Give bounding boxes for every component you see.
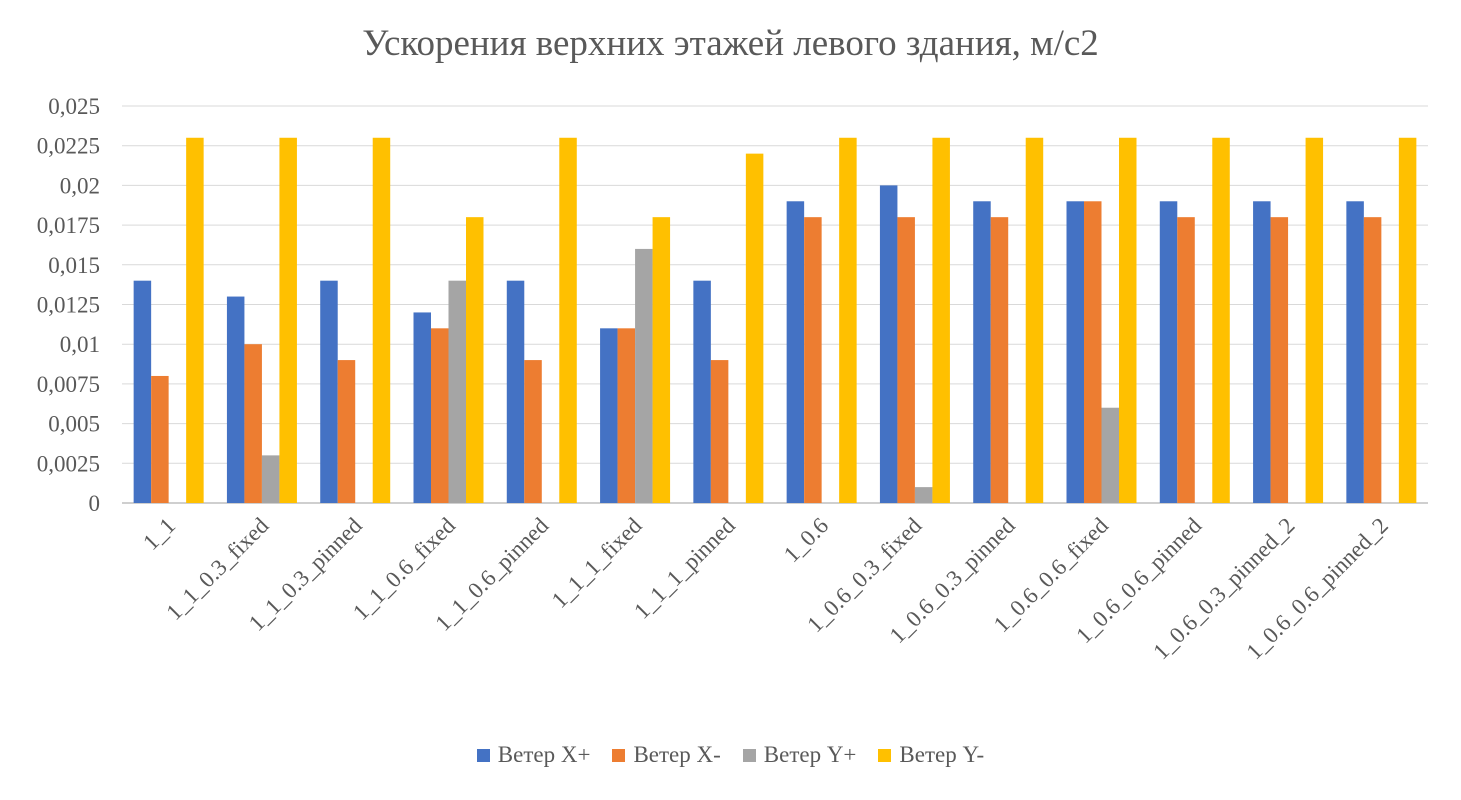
x-tick-label: 1_1_1_pinned bbox=[629, 513, 740, 624]
legend-swatch bbox=[476, 748, 490, 762]
gridlines bbox=[122, 105, 1428, 504]
bar bbox=[524, 360, 542, 503]
bar bbox=[879, 185, 898, 503]
bar bbox=[1025, 137, 1044, 503]
x-tick-label: 1_1_1_fixed bbox=[547, 513, 647, 613]
legend-item: Ветер X+ bbox=[476, 742, 591, 768]
x-tick-label: 1_1 bbox=[138, 513, 180, 555]
y-tick-label: 0,0175 bbox=[37, 213, 100, 238]
y-axis-tick-labels: 0 0,0025 0,005 0,0075 0,01 0,0125 0,015 0,0175 0… bbox=[37, 94, 100, 516]
bar bbox=[914, 487, 933, 503]
bar bbox=[1270, 217, 1289, 503]
bar bbox=[1066, 201, 1084, 503]
bar bbox=[897, 217, 915, 503]
bar bbox=[133, 280, 152, 503]
legend-item: Ветер X- bbox=[612, 742, 721, 768]
bar bbox=[932, 137, 950, 503]
bar bbox=[617, 328, 636, 503]
y-tick-label: 0,0025 bbox=[37, 451, 100, 476]
bars bbox=[133, 137, 1417, 503]
legend-label: Ветер X- bbox=[633, 742, 721, 767]
bar bbox=[973, 201, 991, 503]
bar bbox=[745, 153, 764, 503]
legend-swatch bbox=[742, 748, 756, 762]
bar bbox=[506, 280, 525, 503]
bar bbox=[693, 280, 711, 503]
bar bbox=[320, 280, 338, 503]
y-tick-label: 0,015 bbox=[48, 253, 100, 278]
bar bbox=[710, 360, 729, 503]
bar bbox=[600, 328, 618, 503]
bar bbox=[279, 137, 297, 503]
y-tick-label: 0,0075 bbox=[37, 372, 100, 397]
bar bbox=[786, 201, 805, 503]
bar bbox=[804, 217, 822, 503]
legend-swatch bbox=[612, 748, 626, 762]
bar bbox=[244, 344, 262, 503]
bar bbox=[186, 137, 204, 503]
bar bbox=[448, 280, 466, 503]
bar bbox=[1398, 137, 1417, 503]
legend-item: Ветер Y- bbox=[878, 742, 984, 768]
legend-label: Ветер Y+ bbox=[763, 742, 857, 767]
bar bbox=[635, 248, 653, 503]
bar bbox=[1177, 217, 1195, 503]
x-axis-tick-labels: 1_11_1_0.3_fixed1_1_0.3_pinned1_1_0.6_fi… bbox=[138, 513, 1393, 665]
bar bbox=[1305, 137, 1324, 503]
bar bbox=[431, 328, 449, 503]
bar bbox=[261, 455, 280, 503]
legend-item: Ветер Y+ bbox=[742, 742, 857, 768]
bar bbox=[413, 312, 431, 503]
bar bbox=[559, 137, 577, 503]
bar bbox=[990, 217, 1009, 503]
legend-label: Ветер Y- bbox=[899, 742, 985, 767]
bar bbox=[1253, 201, 1271, 503]
y-tick-label: 0,0225 bbox=[37, 134, 100, 159]
legend-swatch bbox=[878, 748, 892, 762]
bar bbox=[372, 137, 391, 503]
bar bbox=[1159, 201, 1178, 503]
y-tick-label: 0,005 bbox=[48, 412, 100, 437]
bar bbox=[466, 217, 484, 503]
y-tick-label: 0,01 bbox=[60, 332, 100, 357]
bar bbox=[1084, 201, 1102, 503]
bar bbox=[1212, 137, 1230, 503]
bar bbox=[1363, 217, 1382, 503]
legend: Ветер X+ Ветер X- Ветер Y+ Ветер Y- bbox=[0, 742, 1461, 768]
bar-chart: 0 0,0025 0,005 0,0075 0,01 0,0125 0,015 0,0175 0… bbox=[37, 94, 1428, 665]
bar bbox=[652, 217, 671, 503]
y-tick-label: 0,02 bbox=[60, 173, 100, 198]
bar bbox=[337, 360, 356, 503]
y-tick-label: 0,0125 bbox=[37, 293, 100, 318]
bar bbox=[151, 375, 169, 503]
bar bbox=[839, 137, 857, 503]
bar bbox=[1346, 201, 1364, 503]
bar bbox=[1101, 407, 1119, 503]
bar bbox=[226, 296, 245, 503]
chart-title: Ускорения верхних этажей левого здания, … bbox=[362, 23, 1099, 64]
bar bbox=[1119, 137, 1137, 503]
x-tick-label: 1_0.6 bbox=[779, 513, 833, 567]
y-tick-label: 0,025 bbox=[48, 94, 100, 119]
y-tick-label: 0 bbox=[89, 491, 101, 516]
legend-label: Ветер X+ bbox=[497, 742, 591, 767]
